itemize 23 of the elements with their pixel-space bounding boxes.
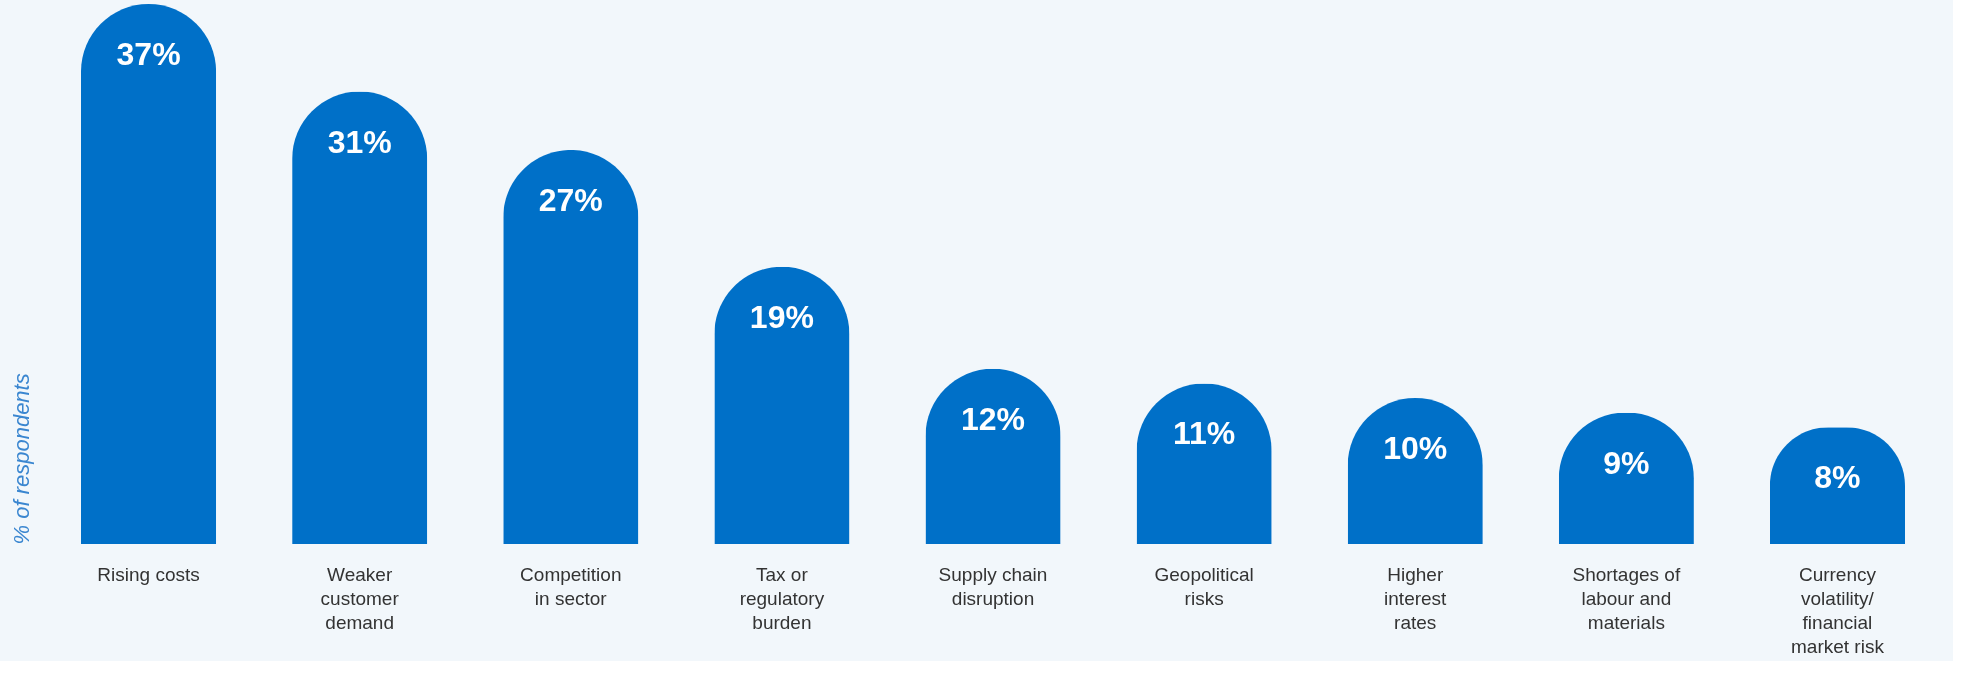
x-tick-label: Supply chain disruption xyxy=(938,564,1048,609)
bar xyxy=(81,4,217,544)
x-tick-label: Rising costs xyxy=(97,564,200,585)
data-label: 9% xyxy=(1603,444,1650,481)
bar xyxy=(503,149,639,544)
bar xyxy=(292,91,428,544)
data-label: 27% xyxy=(538,181,603,218)
data-label: 31% xyxy=(327,123,392,160)
x-tick-label: Currency volatility/ financial market risk xyxy=(1790,564,1885,657)
data-label: 19% xyxy=(749,298,814,335)
data-label: 11% xyxy=(1172,415,1236,452)
x-tick-label: Competition in sector xyxy=(520,564,622,609)
data-label: 37% xyxy=(116,36,181,72)
x-tick-label: Tax or regulatory burden xyxy=(739,564,825,633)
x-tick-label: Higher interest rates xyxy=(1384,564,1448,633)
data-label: 12% xyxy=(960,400,1026,437)
y-axis-title: % of respondents xyxy=(8,373,34,545)
bar xyxy=(714,266,850,544)
x-tick-label: Geopolitical risks xyxy=(1154,564,1254,609)
data-label: 10% xyxy=(1383,430,1448,467)
data-label: 8% xyxy=(1814,459,1861,496)
x-tick-label: Shortages of labour and materials xyxy=(1572,564,1681,633)
x-tick-label: Weaker customer demand xyxy=(320,564,400,633)
